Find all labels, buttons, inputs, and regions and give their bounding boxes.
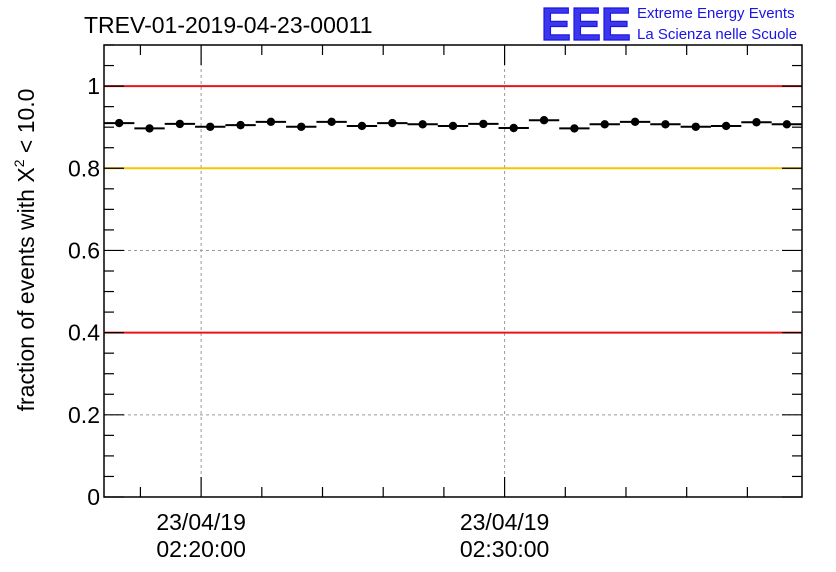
plot-frame [103,44,803,498]
y-tick-label: 0.2 [68,402,100,428]
data-point [297,122,306,131]
data-point [388,118,397,128]
logo-line-2: La Scienza nelle Scuole [637,26,797,43]
chart-title: TREV-01-2019-04-23-00011 [84,12,373,38]
y-axis-label-prefix: fraction of events with [13,183,39,412]
x-tick-label-date: 23/04/19 [156,509,246,535]
logo-line-1: Extreme Energy Events [637,5,795,22]
y-tick-label: 0.4 [68,320,100,346]
data-point [114,118,124,128]
data-point [721,121,731,131]
data-point [357,121,367,131]
data-point [782,120,792,129]
data-point [539,115,549,125]
data-point [661,120,670,129]
logo-mark: EEE [541,0,631,50]
data-points [104,115,802,133]
y-axis-label-suffix: < 10.0 [13,89,39,160]
reference-lines [104,85,802,334]
eee-logo: EEE Extreme Energy Events La Scienza nel… [540,0,797,51]
data-point [266,117,276,127]
data-point [752,118,761,127]
y-tick-labels: 0 0.2 0.4 0.6 0.8 1 [68,73,100,510]
y-axis-label-symbol: X [13,167,39,182]
x-tick-label-time: 02:20:00 [156,536,246,562]
data-point [570,124,579,133]
y-tick-label: 0 [87,484,100,510]
y-axis-label: fraction of events with X2 < 10.0 [11,89,39,412]
y-axis-label-superscript: 2 [11,159,27,167]
data-point [509,123,518,133]
data-point [327,117,336,127]
data-point [479,119,488,129]
data-point [418,120,427,129]
data-point [448,121,458,131]
grid-lines [104,45,802,497]
data-point [691,122,700,131]
data-point [175,119,185,129]
data-point [206,122,215,131]
data-point [236,120,245,130]
y-tick-label: 0.6 [68,237,100,263]
axes [103,44,803,498]
y-tick-label: 1 [87,73,100,99]
x-tick-label-date: 23/04/19 [460,509,550,535]
y-tick-label: 0.8 [68,155,100,181]
data-point [630,117,640,127]
data-point [145,124,154,133]
data-point [600,120,609,129]
x-tick-label-time: 02:30:00 [460,536,550,562]
